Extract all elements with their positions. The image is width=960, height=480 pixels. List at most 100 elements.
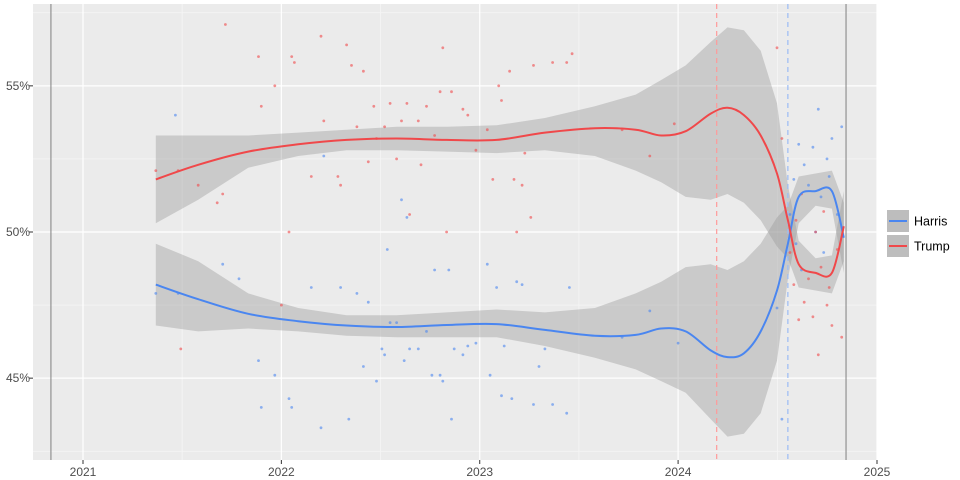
poll-point-harris [802, 163, 806, 167]
poll-point-trump [825, 303, 829, 307]
poll-point-harris [452, 347, 456, 351]
poll-point-trump [433, 134, 436, 137]
poll-point-harris [425, 330, 428, 333]
poll-point-harris [450, 417, 453, 421]
poll-point-harris [500, 394, 503, 398]
confidence-bands [155, 27, 844, 437]
poll-point-harris [385, 248, 389, 251]
poll-point-harris [405, 216, 409, 219]
poll-point-trump [441, 46, 445, 50]
poll-point-trump [788, 251, 792, 254]
poll-point-trump [383, 125, 386, 129]
poll-point-harris [438, 373, 442, 377]
poll-point-harris [797, 142, 801, 146]
poll-point-trump [672, 122, 676, 126]
poll-point-trump [485, 128, 489, 132]
poll-point-harris [466, 344, 470, 348]
poll-point-harris [827, 175, 831, 178]
poll-point-harris [822, 251, 826, 254]
poll-point-trump [372, 104, 376, 108]
poll-point-trump [466, 113, 470, 117]
y-tick-label: 50% [6, 225, 30, 239]
poll-point-trump [461, 107, 465, 111]
poll-point-harris [402, 359, 406, 362]
poll-point-harris [416, 347, 420, 351]
x-tick-label: 2021 [70, 465, 97, 479]
poll-point-harris [287, 397, 291, 400]
poll-point-harris [840, 125, 844, 129]
poll-point-trump [551, 61, 554, 64]
poll-point-harris [648, 309, 652, 313]
poll-point-trump [794, 218, 798, 222]
poll-point-trump [512, 178, 516, 181]
poll-point-harris [532, 403, 535, 406]
poll-point-harris [339, 286, 342, 289]
poll-point-trump [280, 303, 283, 307]
poll-point-harris [502, 344, 506, 348]
poll-point-harris [408, 347, 411, 351]
poll-point-harris [537, 365, 541, 368]
poll-point-trump [807, 277, 810, 281]
poll-point-harris [819, 195, 823, 199]
poll-point-trump [350, 64, 353, 67]
poll-point-harris [322, 154, 326, 158]
poll-point-trump [811, 315, 815, 319]
poll-point-harris [488, 373, 492, 377]
trend-line-harris [155, 186, 845, 359]
poll-point-harris [543, 347, 547, 351]
poll-point-trump [570, 52, 574, 56]
poll-point-trump [830, 324, 834, 327]
poll-point-harris [474, 341, 478, 345]
poll-point-harris [433, 268, 436, 272]
poll-point-trump [508, 69, 511, 73]
major-gridlines [33, 4, 878, 460]
poll-point-trump [336, 175, 340, 178]
poll-point-trump [775, 46, 779, 50]
poll-point-trump [797, 318, 801, 322]
poll-point-trump [224, 23, 227, 26]
poll-point-trump [395, 157, 398, 161]
poll-point-trump [520, 183, 524, 187]
poll-point-harris [259, 406, 263, 409]
poll-point-trump [405, 102, 409, 105]
x-tick-label: 2024 [665, 465, 692, 479]
poll-point-harris [794, 242, 798, 246]
poll-point-trump [648, 154, 652, 158]
poll-point-trump [445, 230, 448, 234]
poll-point-harris [309, 286, 313, 289]
poll-point-trump [816, 353, 820, 357]
poll-point-trump [362, 69, 365, 73]
poll-point-harris [568, 286, 571, 289]
poll-point-harris [383, 353, 386, 357]
x-tick-label: 2022 [268, 465, 295, 479]
poll-point-trump [322, 119, 326, 123]
poll-point-harris [375, 379, 378, 383]
poll-point-harris [485, 262, 489, 266]
poll-point-trump [529, 216, 533, 219]
poll-point-trump [840, 335, 844, 339]
confidence-band-trump [155, 27, 844, 294]
poll-point-harris [154, 292, 158, 295]
poll-point-harris [775, 306, 779, 310]
poll-point-harris [816, 107, 820, 111]
poll-point-trump [827, 286, 831, 289]
poll-point-harris [565, 411, 569, 415]
poll-point-trump [474, 148, 478, 152]
poll-point-harris [807, 183, 810, 187]
poll-point-trump [814, 230, 817, 234]
y-tick-label: 45% [6, 371, 30, 385]
poll-point-harris [461, 353, 465, 357]
poll-point-harris [237, 277, 241, 281]
x-tick-label: 2025 [864, 465, 891, 479]
poll-point-trump [532, 64, 535, 67]
poll-point-trump [565, 61, 569, 64]
poll-point-harris [388, 321, 392, 324]
poll-point-harris [520, 283, 524, 286]
poll-point-trump [196, 183, 200, 187]
trend-lines [155, 106, 845, 359]
poll-point-harris [830, 137, 834, 140]
poll-point-trump [515, 230, 519, 234]
poll-point-harris [676, 341, 680, 345]
poll-point-harris [319, 426, 323, 430]
poll-point-trump [259, 104, 263, 108]
